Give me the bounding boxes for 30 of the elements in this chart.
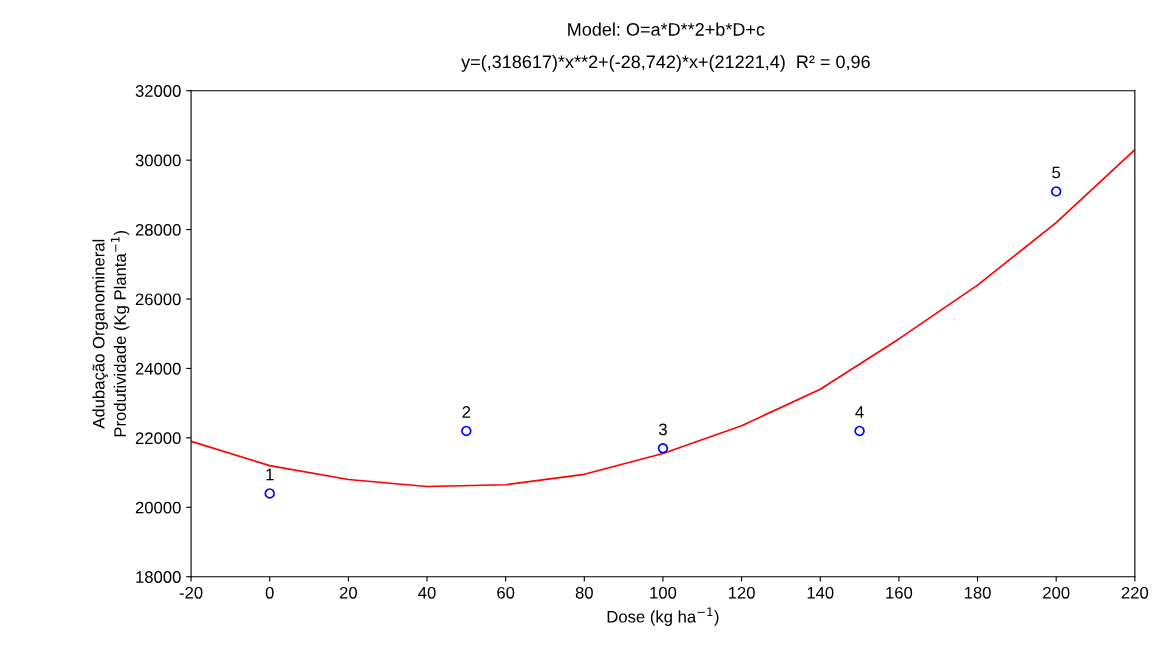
annotation: 1 xyxy=(266,468,274,481)
y-tick-label: 26000 xyxy=(135,293,181,306)
y-tick-label: 20000 xyxy=(135,501,181,514)
x-axis-title: Dose (kg ha$^{−1}$) xyxy=(607,607,719,626)
x-tick-label: 140 xyxy=(807,586,834,599)
x-tick-label: 220 xyxy=(1121,586,1149,599)
x-tick-label: 20 xyxy=(339,586,357,599)
x-tick-label: -20 xyxy=(179,586,203,599)
x-tick-label: 160 xyxy=(886,586,913,599)
x-tick-label: 200 xyxy=(1043,586,1070,599)
x-tick-label: 100 xyxy=(650,586,677,599)
chart-title: Model: O=a*D**2+b*D+c xyxy=(568,22,765,36)
y-axis-title: Adubação Organomineral Produtividade (Kg Planta$^{−1}$) xyxy=(92,230,130,437)
y-tick-label: 28000 xyxy=(135,223,181,236)
annotation: 5 xyxy=(1052,166,1061,179)
x-tick-label: 120 xyxy=(728,586,755,599)
annotation: 2 xyxy=(462,406,471,418)
annotation: 4 xyxy=(855,406,864,418)
y-tick-label: 24000 xyxy=(135,362,181,375)
x-tick-label: 80 xyxy=(575,586,593,599)
x-tick-label: 180 xyxy=(964,586,991,599)
chart-subtitle: y=(,318617)*x**2+(-28,742)*x+(21221,4) R² = 0,96 xyxy=(461,54,870,72)
y-tick-label: 32000 xyxy=(135,85,181,97)
y-tick-label: 30000 xyxy=(135,154,181,167)
y-tick-label: 22000 xyxy=(135,432,181,445)
x-tick-label: 60 xyxy=(497,586,515,599)
annotation: 3 xyxy=(658,423,667,436)
x-tick-label: 40 xyxy=(418,586,436,599)
x-tick-label: 0 xyxy=(265,586,274,599)
y-tick-label: 18000 xyxy=(136,571,181,583)
